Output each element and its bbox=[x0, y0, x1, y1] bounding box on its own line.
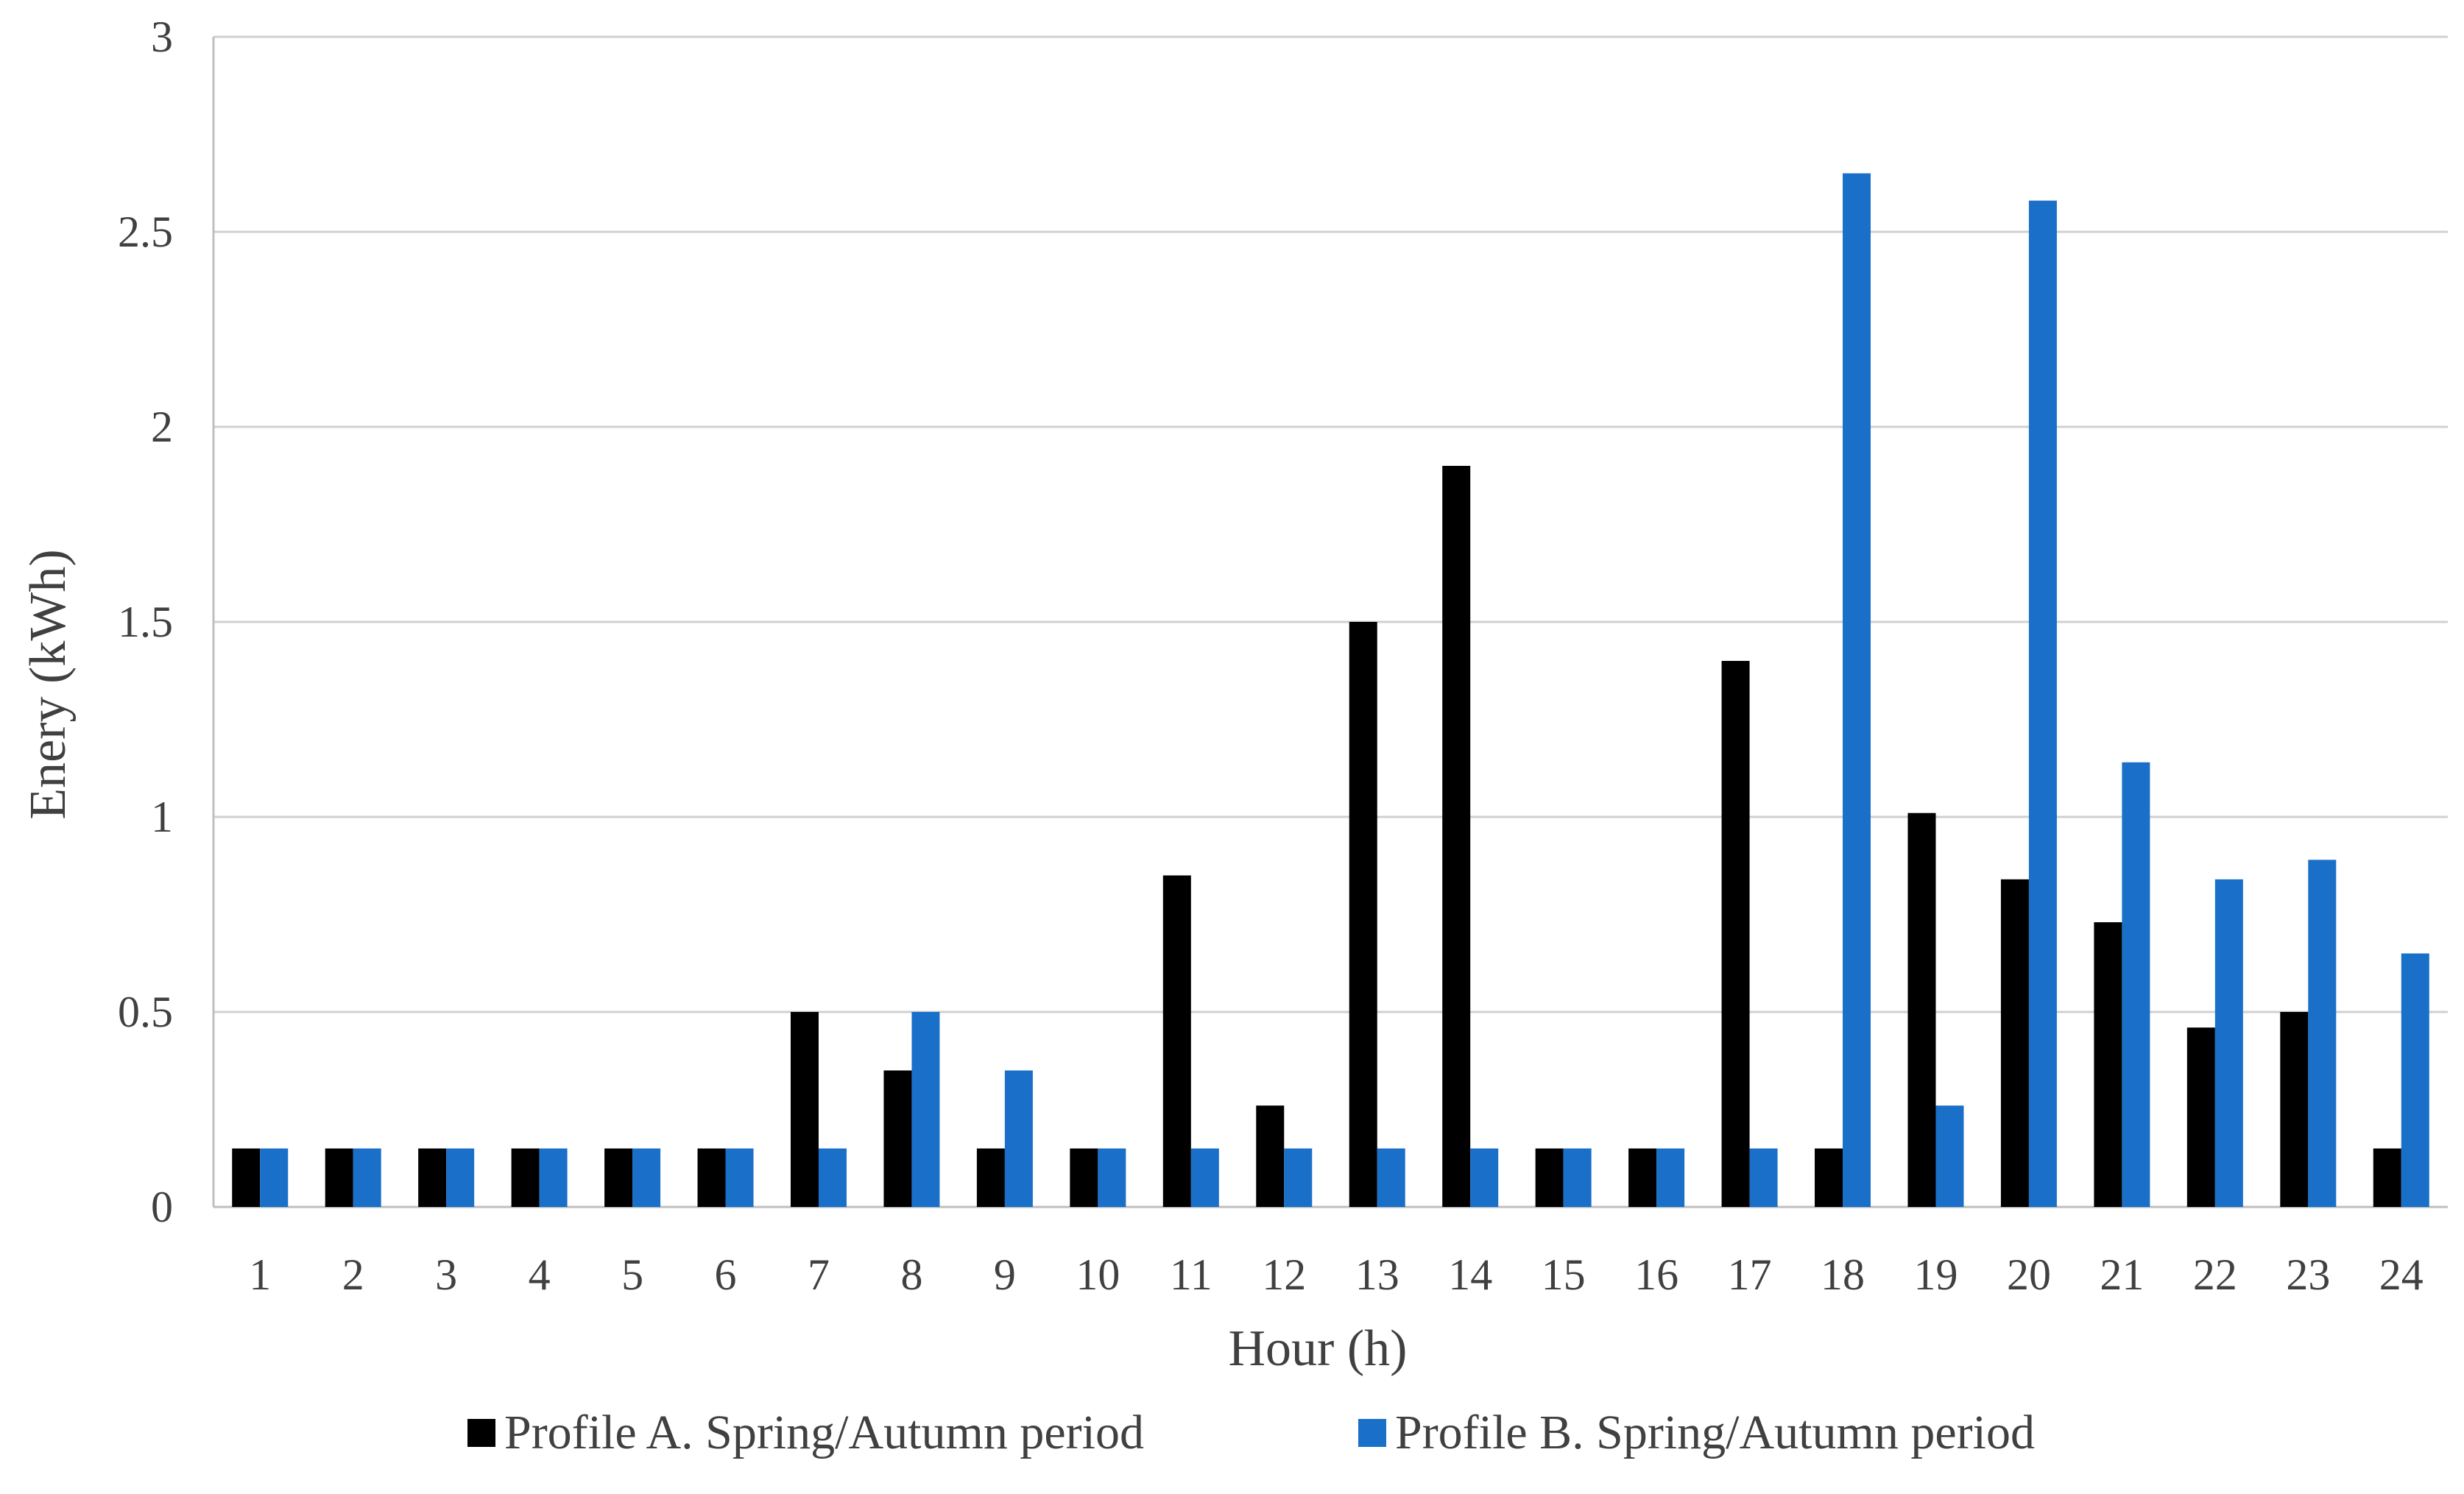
bar-profile-b-hour-18 bbox=[1843, 173, 1871, 1207]
axes bbox=[212, 37, 2448, 1208]
bar-profile-a-hour-23 bbox=[2280, 1012, 2309, 1207]
x-tick-label: 23 bbox=[2286, 1250, 2330, 1299]
bar-profile-a-hour-9 bbox=[976, 1148, 1005, 1207]
bar-profile-a-hour-1 bbox=[232, 1148, 261, 1207]
tick-labels: 00.511.522.531 2 3 4 5 6 7 8 9 10 11 12 13 14 15 16 17 18… bbox=[118, 13, 2424, 1299]
bar-profile-a-hour-20 bbox=[2000, 879, 2029, 1207]
bar-profile-b-hour-17 bbox=[1749, 1148, 1778, 1207]
y-tick-label: 2 bbox=[151, 403, 173, 451]
y-tick-label: 3 bbox=[151, 13, 173, 61]
x-tick-label: 20 bbox=[2007, 1250, 2051, 1299]
x-tick-label: 12 bbox=[1262, 1250, 1306, 1299]
bar-profile-b-hour-4 bbox=[539, 1148, 568, 1207]
bar-profile-a-hour-11 bbox=[1162, 875, 1191, 1207]
bar-profile-a-hour-3 bbox=[418, 1148, 447, 1207]
bar-profile-b-hour-3 bbox=[446, 1148, 475, 1207]
bar-profile-a-hour-4 bbox=[511, 1148, 540, 1207]
x-tick-label: 4 bbox=[529, 1250, 551, 1299]
bar-profile-a-hour-19 bbox=[1907, 813, 1936, 1207]
x-tick-label: 5 bbox=[621, 1250, 643, 1299]
legend-label-profile-a: Profile A. Spring/Autumn period bbox=[504, 1406, 1144, 1459]
bar-profile-b-hour-1 bbox=[260, 1148, 289, 1207]
bar-profile-b-hour-20 bbox=[2028, 200, 2057, 1208]
bar-profile-b-hour-7 bbox=[818, 1148, 847, 1207]
bars bbox=[232, 173, 2429, 1208]
bar-profile-a-hour-10 bbox=[1070, 1148, 1098, 1207]
bar-profile-b-hour-5 bbox=[632, 1148, 661, 1207]
bar-profile-b-hour-23 bbox=[2308, 860, 2337, 1207]
x-tick-label: 18 bbox=[1821, 1250, 1865, 1299]
bar-profile-b-hour-8 bbox=[911, 1012, 940, 1207]
x-tick-label: 13 bbox=[1355, 1250, 1399, 1299]
x-tick-label: 19 bbox=[1913, 1250, 1958, 1299]
legend: Profile A. Spring/Autumn period Profile … bbox=[467, 1406, 2035, 1459]
bar-profile-a-hour-12 bbox=[1256, 1105, 1285, 1207]
y-tick-label: 2.5 bbox=[118, 208, 173, 256]
x-tick-label: 6 bbox=[715, 1250, 737, 1299]
bar-profile-a-hour-16 bbox=[1628, 1148, 1657, 1207]
bar-profile-b-hour-21 bbox=[2122, 762, 2150, 1207]
x-tick-label: 24 bbox=[2379, 1250, 2424, 1299]
x-tick-label: 2 bbox=[342, 1250, 364, 1299]
bar-profile-a-hour-24 bbox=[2373, 1148, 2401, 1207]
x-tick-label: 3 bbox=[435, 1250, 457, 1299]
bar-profile-b-hour-19 bbox=[1935, 1105, 1964, 1207]
x-tick-label: 21 bbox=[2100, 1250, 2144, 1299]
x-tick-label: 14 bbox=[1448, 1250, 1492, 1299]
y-tick-label: 0 bbox=[151, 1183, 173, 1231]
bar-profile-b-hour-24 bbox=[2401, 953, 2429, 1207]
bar-profile-b-hour-2 bbox=[353, 1148, 381, 1207]
x-tick-label: 11 bbox=[1170, 1250, 1212, 1299]
bar-profile-b-hour-16 bbox=[1656, 1148, 1685, 1207]
gridlines bbox=[213, 35, 2448, 1013]
bar-profile-a-hour-15 bbox=[1535, 1148, 1564, 1207]
x-tick-label: 7 bbox=[808, 1250, 830, 1299]
bar-profile-a-hour-8 bbox=[883, 1070, 912, 1207]
y-tick-label: 1 bbox=[151, 793, 173, 841]
bar-profile-b-hour-12 bbox=[1284, 1148, 1313, 1207]
bar-profile-a-hour-6 bbox=[697, 1148, 726, 1207]
bar-profile-a-hour-2 bbox=[325, 1148, 353, 1207]
bar-profile-b-hour-13 bbox=[1377, 1148, 1405, 1207]
x-tick-label: 22 bbox=[2193, 1250, 2237, 1299]
bar-profile-a-hour-22 bbox=[2186, 1027, 2215, 1207]
legend-swatch-profile-b bbox=[1358, 1419, 1386, 1447]
x-tick-label: 15 bbox=[1542, 1250, 1586, 1299]
bar-profile-b-hour-22 bbox=[2214, 879, 2243, 1207]
y-tick-label: 1.5 bbox=[118, 598, 173, 646]
bar-profile-b-hour-10 bbox=[1098, 1148, 1126, 1207]
bar-profile-b-hour-11 bbox=[1190, 1148, 1219, 1207]
bar-profile-a-hour-18 bbox=[1815, 1148, 1843, 1207]
x-tick-label: 9 bbox=[994, 1250, 1016, 1299]
x-tick-label: 8 bbox=[900, 1250, 922, 1299]
x-tick-label: 17 bbox=[1728, 1250, 1772, 1299]
y-tick-label: 0.5 bbox=[118, 988, 173, 1036]
bar-profile-b-hour-6 bbox=[725, 1148, 754, 1207]
bar-profile-a-hour-7 bbox=[790, 1012, 819, 1207]
legend-swatch-profile-a bbox=[467, 1419, 495, 1447]
bar-profile-a-hour-17 bbox=[1721, 661, 1750, 1207]
bar-profile-b-hour-9 bbox=[1004, 1070, 1033, 1207]
bar-profile-a-hour-5 bbox=[604, 1148, 633, 1207]
bar-profile-a-hour-13 bbox=[1349, 622, 1377, 1207]
bar-profile-a-hour-21 bbox=[2094, 922, 2122, 1207]
x-axis-title: Hour (h) bbox=[1229, 1320, 1408, 1377]
x-tick-label: 16 bbox=[1634, 1250, 1678, 1299]
x-tick-label: 10 bbox=[1076, 1250, 1120, 1299]
y-axis-title: Enery (kWh) bbox=[20, 549, 77, 819]
bar-profile-a-hour-14 bbox=[1442, 466, 1471, 1207]
legend-label-profile-b: Profile B. Spring/Autumn period bbox=[1395, 1406, 2035, 1459]
bar-profile-b-hour-14 bbox=[1470, 1148, 1499, 1207]
bar-profile-b-hour-15 bbox=[1563, 1148, 1592, 1207]
x-tick-label: 1 bbox=[249, 1250, 271, 1299]
